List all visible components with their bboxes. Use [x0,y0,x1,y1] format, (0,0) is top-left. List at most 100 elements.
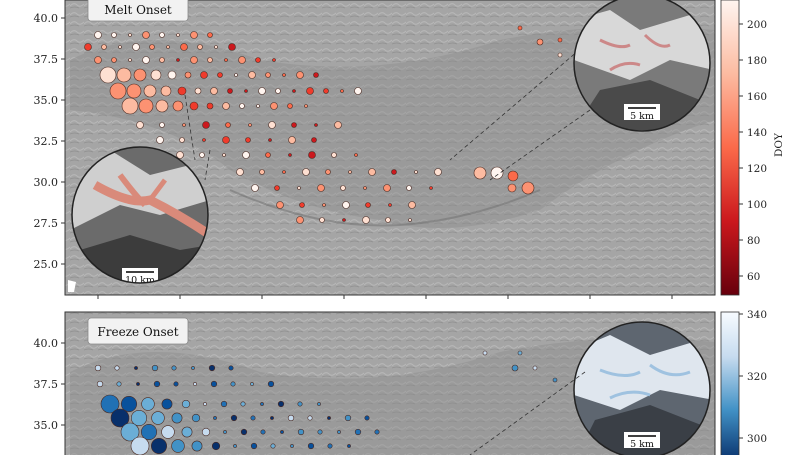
glacier-marker [227,88,233,94]
glacier-marker [490,166,504,180]
zoom-lines [184,44,591,181]
glacier-marker [250,442,258,450]
glacier-marker [202,138,206,142]
corner-mark [68,280,76,292]
glacier-marker [391,169,397,175]
glacier-marker [255,57,261,63]
glacier-marker [197,44,203,50]
glacier-marker [282,73,286,77]
glacier-marker [223,430,227,434]
glacier-marker [323,88,329,94]
glacier-marker [385,217,391,223]
glacier-marker [325,169,331,175]
glacier-marker [128,33,132,37]
glacier-marker [408,201,416,209]
glacier-marker [434,168,442,176]
glacier-marker [210,380,218,388]
glacier-marker [270,416,274,420]
glacier-marker [270,102,278,110]
glacier-marker [182,123,186,127]
glacier-marker [222,153,226,157]
colorbar-tick-label: 300 [747,433,767,445]
glacier-marker [143,84,157,98]
glacier-marker [340,89,344,93]
glacier-marker [200,71,208,79]
glacier-marker [327,416,331,420]
melt-yaxis: 40.0 37.5 35.0 32.5 30.0 27.5 25.0 [34,12,65,271]
glacier-marker [230,381,236,387]
glacier-marker [207,57,213,63]
glacier-marker [201,427,211,437]
glacier-marker [141,397,155,411]
glacier-marker [374,429,380,435]
freeze-colorbar: 340 320 300 [720,309,767,455]
glacier-marker [130,436,150,455]
glacier-marker [363,186,367,190]
glacier-marker [239,103,245,109]
glacier-marker [159,32,165,38]
glacier-marker [260,429,266,435]
freeze-onset-markers [94,350,558,455]
glacier-marker [155,99,169,113]
glacier-marker [552,377,558,383]
glacier-marker [272,58,276,62]
freeze-title: Freeze Onset [97,325,178,339]
colorbar-tick-label: 140 [747,127,767,139]
glacier-marker [327,443,333,449]
glacier-marker [228,365,234,371]
glacier-marker [176,58,180,62]
glacier-marker [94,364,102,372]
colorbar-tick-label: 80 [747,235,760,247]
glacier-marker [193,382,197,386]
glacier-marker [208,364,216,372]
glacier-marker [337,430,341,434]
melt-title-box: Melt Onset [87,0,189,22]
glacier-marker [180,43,188,51]
glacier-marker [230,414,238,422]
inset-glacier-3: 5 km [573,321,711,455]
glacier-marker [250,382,254,386]
ytick-label: 40.0 [34,12,59,25]
glacier-marker [151,411,165,425]
glacier-marker [287,103,293,109]
glacier-marker [210,87,218,95]
glacier-marker [306,87,314,95]
glacier-marker [191,413,201,423]
glacier-marker [557,52,563,58]
freeze-map-panel: Freeze Onset 40.0 37.5 35.0 5 km [34,311,716,455]
glacier-marker [151,364,159,372]
glacier-marker [291,122,297,128]
glacier-marker [225,122,231,128]
glacier-marker [270,443,276,449]
glacier-marker [190,56,198,64]
glacier-marker [322,203,326,207]
glacier-marker [173,381,179,387]
glacier-marker [214,45,218,49]
glacier-marker [109,82,127,100]
glacier-marker [194,87,202,95]
glacier-marker [141,423,158,440]
glacier-marker [268,138,272,142]
glacier-marker [136,382,140,386]
glacier-marker [311,137,317,143]
glacier-marker [473,166,487,180]
glacier-marker [251,184,259,192]
glacier-marker [276,201,284,209]
glacier-marker [521,181,535,195]
glacier-marker [340,185,346,191]
glacier-marker [203,402,207,406]
glacier-marker [354,87,362,95]
glacier-marker [334,121,342,129]
glacier-marker [213,416,217,420]
glacier-marker [99,66,117,84]
glacier-marker [133,68,147,82]
colorbar-axis-label: DOY [773,132,785,157]
glacier-marker [342,201,350,209]
glacier-marker [202,121,210,129]
glacier-marker [220,400,228,408]
glacier-marker [134,366,138,370]
glacier-marker [313,72,319,78]
freeze-yaxis: 40.0 37.5 35.0 [34,337,65,432]
glacier-marker [222,102,230,110]
glacier-marker [383,184,391,192]
